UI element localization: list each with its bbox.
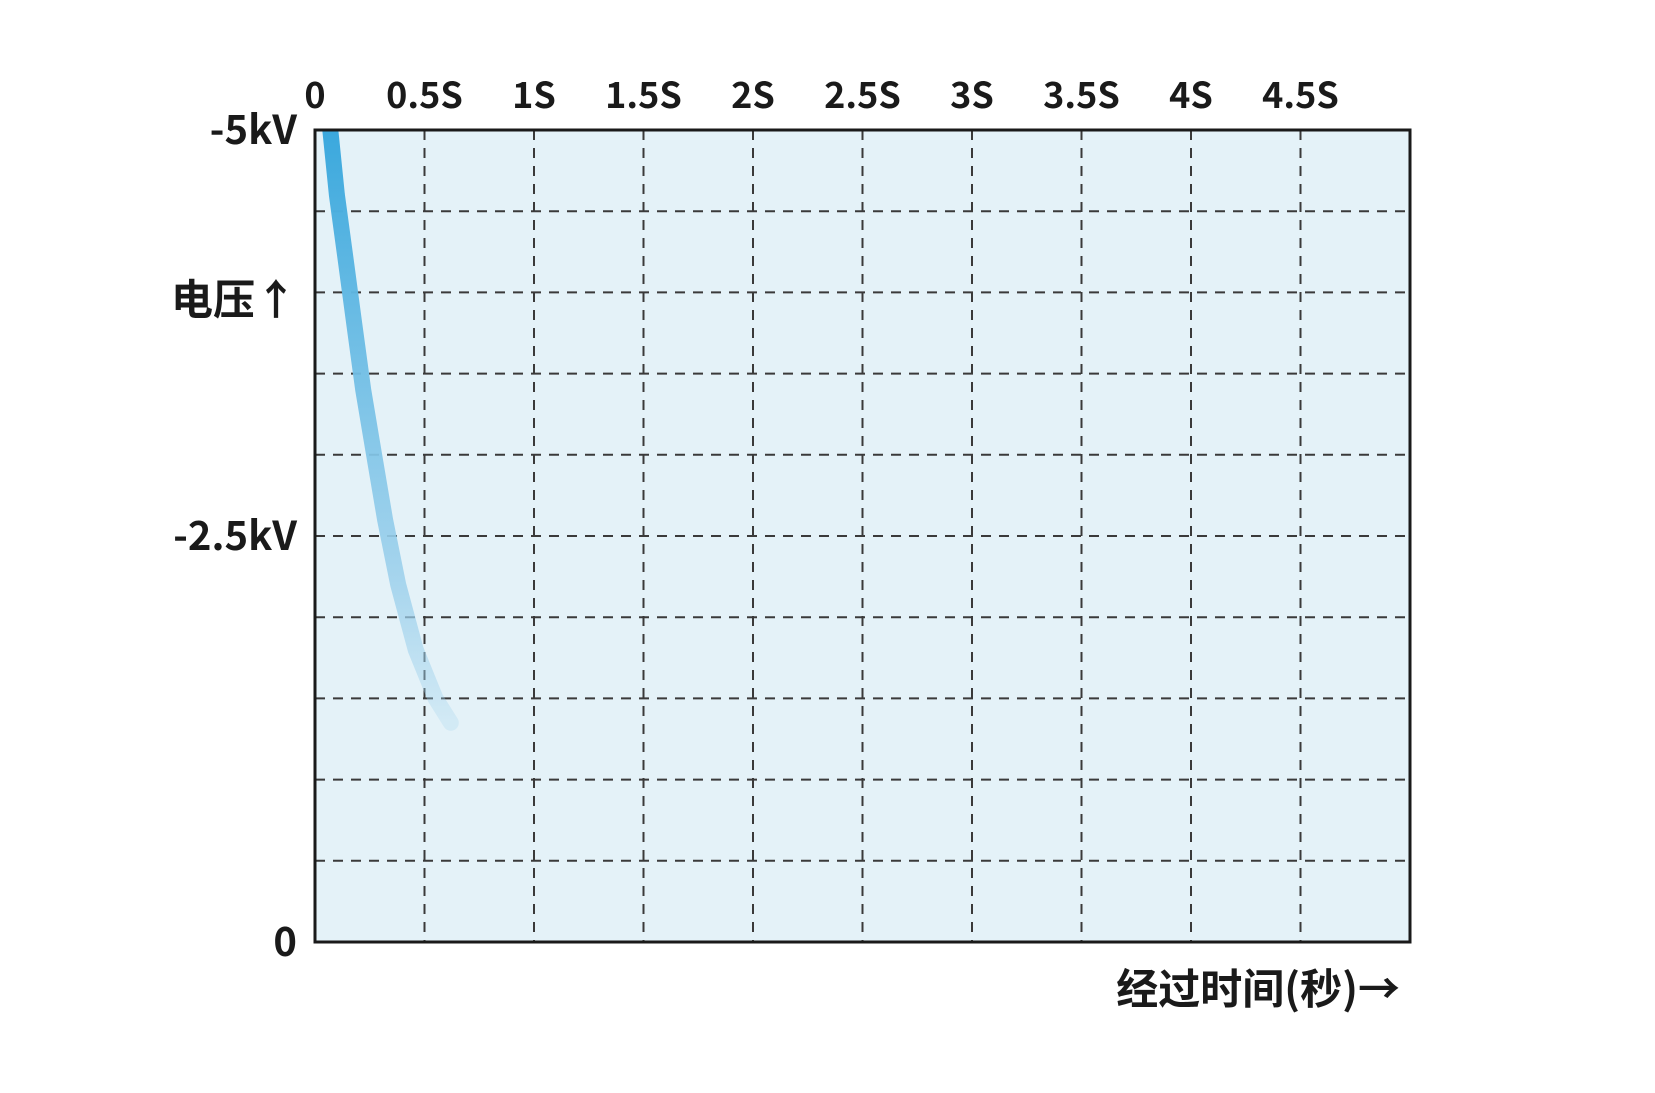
svg-text:4.5S: 4.5S: [1262, 67, 1339, 119]
svg-text:-2.5kV: -2.5kV: [173, 504, 297, 562]
svg-text:-5kV: -5kV: [210, 98, 298, 156]
svg-text:0.5S: 0.5S: [386, 67, 463, 119]
svg-text:1.5S: 1.5S: [605, 67, 682, 119]
svg-text:2.5S: 2.5S: [824, 67, 901, 119]
svg-text:经过时间(秒)→: 经过时间(秒)→: [1116, 956, 1400, 1017]
svg-text:电压↑: 电压↑: [171, 267, 297, 328]
svg-text:4S: 4S: [1169, 67, 1213, 119]
svg-text:3S: 3S: [950, 67, 994, 119]
voltage-decay-chart: 0 0.5S 1S 1.5S 2S 2.5S 3S 3.5S 4S 4.5S -5kV -2.5kV 0…: [0, 0, 1655, 1093]
svg-text:0: 0: [304, 67, 325, 119]
svg-text:1S: 1S: [512, 67, 556, 119]
svg-text:2S: 2S: [731, 67, 775, 119]
svg-text:3.5S: 3.5S: [1043, 67, 1120, 119]
chart-svg: 0 0.5S 1S 1.5S 2S 2.5S 3S 3.5S 4S 4.5S -5kV -2.5kV 0…: [0, 0, 1655, 1093]
svg-text:0: 0: [273, 910, 297, 968]
